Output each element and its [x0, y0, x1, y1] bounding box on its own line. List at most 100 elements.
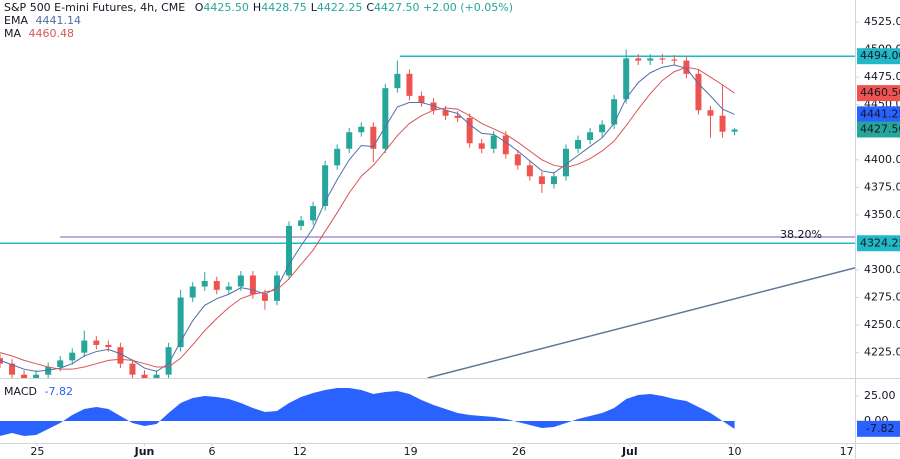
candle-body [659, 58, 666, 60]
candle-body [57, 360, 64, 367]
candle-body [647, 58, 654, 61]
candle-body [382, 88, 389, 149]
x-tick-label: 12 [293, 445, 307, 458]
y-tick-label: 4375.00 [864, 180, 900, 193]
candle-body [514, 154, 521, 166]
macd-tag [857, 420, 900, 437]
candle-body [502, 135, 509, 155]
legend-value: 4441.14 [35, 14, 81, 27]
ohlc-value: 4428.75 [261, 1, 307, 14]
macd-area [0, 388, 735, 436]
candle-body [117, 347, 124, 364]
macd-tag-label: -7.82 [866, 422, 894, 435]
candle-body [478, 143, 485, 149]
x-tick-label: 10 [728, 445, 742, 458]
legend-name: MA [4, 27, 21, 40]
legend-name: MACD [4, 385, 37, 398]
candle-body [201, 281, 208, 287]
candle-body [33, 374, 40, 378]
y-tick-label: 4400.00 [864, 153, 900, 166]
candle-body [562, 148, 569, 177]
candle-body [550, 176, 557, 185]
candle-body [599, 124, 606, 133]
macd-tick-label: 25.00 [864, 389, 896, 402]
candle-body [406, 73, 413, 96]
fib-label: 38.20% [780, 228, 822, 241]
ohlc-value: 4425.50 [203, 1, 249, 14]
candle-body [105, 344, 112, 348]
candle-body [394, 73, 401, 89]
drawing-line [427, 267, 855, 378]
candle-body [93, 340, 100, 345]
ohlc-key: C [366, 1, 374, 14]
candle-body [81, 340, 88, 353]
candle-body [466, 117, 473, 144]
candle-body [370, 126, 377, 149]
y-tick-label: 4225.00 [864, 346, 900, 359]
price-tag-label: 4494.00 [860, 49, 900, 62]
candle-body [707, 110, 714, 116]
candle-body [526, 165, 533, 177]
chart-title: S&P 500 E-mini Futures, 4h, CME [4, 1, 185, 14]
candle-body [298, 220, 305, 226]
x-tick-label: 25 [30, 445, 44, 458]
candle-body [9, 363, 16, 375]
x-tick-label: 19 [404, 445, 418, 458]
y-tick-label: 4300.00 [864, 263, 900, 276]
price-tag [857, 106, 900, 123]
x-tick-label: 26 [512, 445, 526, 458]
candle-body [129, 363, 136, 375]
candle-body [177, 297, 184, 348]
y-tick-label: 4525.00 [864, 15, 900, 28]
price-tag-label: 4427.50 [860, 122, 900, 135]
price-tag-label: 4324.25 [860, 236, 900, 249]
candle-body [225, 286, 232, 290]
ema-legend: EMA 4441.14 [4, 14, 81, 27]
y-tick-label: 4350.00 [864, 208, 900, 221]
legend-name: EMA [4, 14, 28, 27]
ma-legend: MA 4460.48 [4, 27, 74, 40]
candle-body [322, 165, 329, 207]
candle-body [635, 58, 642, 61]
candle-body [334, 148, 341, 166]
price-pane [0, 49, 855, 378]
candle-body [671, 59, 678, 61]
candle-body [575, 139, 582, 149]
candle-body [454, 115, 461, 118]
y-tick-label: 4250.00 [864, 318, 900, 331]
candle-body [695, 73, 702, 111]
candle-body [261, 294, 268, 301]
candle-body [141, 374, 148, 378]
legend-value: -7.82 [44, 385, 72, 398]
candle-body [587, 132, 594, 140]
candle-body [358, 126, 365, 133]
candle-body [153, 374, 160, 378]
candle-body [165, 347, 172, 375]
candle-body [418, 95, 425, 103]
overlay: 4225.00 4250.00 4275.00 4300.00 4350.00 4375.… [30, 15, 900, 458]
candle-body [249, 275, 256, 295]
x-tick-label: 6 [208, 445, 215, 458]
candle-body [21, 374, 28, 378]
ohlc-value: 4422.25 [317, 1, 363, 14]
price-tag-label: 4441.25 [860, 107, 900, 120]
candle-body [623, 58, 630, 100]
price-tag [857, 85, 900, 102]
ohlc-key: H [253, 1, 261, 14]
ohlc-key: L [311, 1, 318, 14]
price-tag [857, 121, 900, 138]
candle-body [430, 102, 437, 111]
candle-body [286, 225, 293, 276]
candle-body [490, 135, 497, 149]
legend-value: 4460.48 [29, 27, 75, 40]
candle-body [346, 132, 353, 149]
candle-body [213, 281, 220, 290]
price-tag-label: 4460.50 [860, 86, 900, 99]
indicator-line [0, 66, 735, 370]
candle-body [45, 366, 52, 375]
candle-body [69, 352, 76, 361]
x-tick-label: Jul [621, 445, 638, 458]
legend-row: S&P 500 E-mini Futures, 4h, CME O4425.50… [4, 1, 513, 14]
candle-body [719, 115, 726, 132]
